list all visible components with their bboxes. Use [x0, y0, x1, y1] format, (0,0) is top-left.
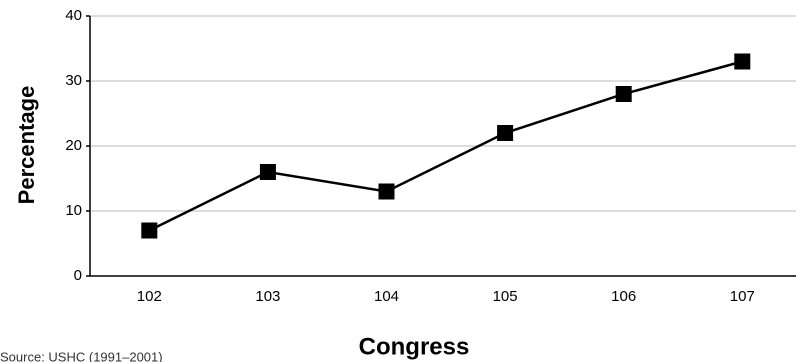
y-tick-label: 20: [65, 137, 82, 154]
data-point: [497, 125, 514, 141]
y-tick-label: 30: [65, 72, 82, 89]
x-tick-label: 106: [611, 288, 636, 305]
x-tick-label: 107: [730, 288, 755, 305]
x-tick-label: 105: [493, 288, 518, 305]
x-tick-label: 103: [255, 288, 280, 305]
data-line: [148, 60, 743, 232]
y-tick-label: 0: [74, 267, 82, 284]
data-point: [259, 164, 276, 180]
x-axis-label: Congress: [359, 333, 470, 360]
x-tick-label: 104: [374, 288, 399, 305]
y-axis-label: Percentage: [14, 86, 39, 205]
data-point: [141, 222, 158, 239]
data-point: [615, 86, 632, 102]
source-note: Source: USHC (1991–2001): [0, 349, 163, 362]
data-point: [734, 53, 751, 70]
y-tick-label: 10: [65, 202, 82, 219]
x-tick-label: 102: [137, 288, 162, 305]
data-point: [378, 183, 395, 200]
y-tick-label: 40: [65, 7, 82, 24]
